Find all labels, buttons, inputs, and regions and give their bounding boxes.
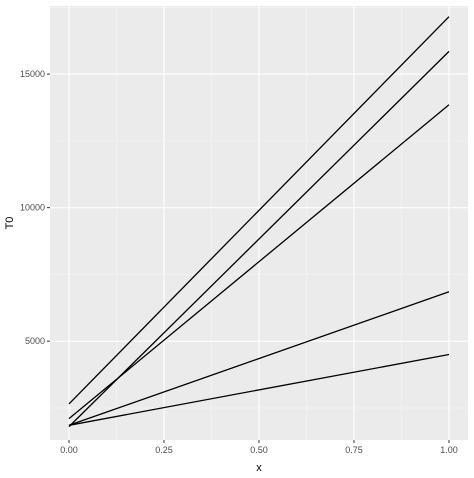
x-tick-label-0: 0.00 [60,445,78,455]
y-axis: 5000 10000 15000 [20,69,45,346]
series-line-5 [68,353,450,426]
x-tick-label-3: 0.75 [345,445,363,455]
x-tick-label-1: 0.25 [155,445,173,455]
y-tick-label-0: 5000 [25,336,45,346]
y-tick-label-2: 15000 [20,69,45,79]
series-line-1 [68,16,450,405]
y-tick-label-1: 10000 [20,203,45,213]
series-line-3 [68,104,450,420]
major-grid [50,6,468,440]
series-lines [68,16,450,428]
y-axis-title: T0 [4,217,16,230]
series-line-2 [68,50,450,428]
x-tick-label-4: 1.00 [440,445,458,455]
x-tick-label-2: 0.50 [250,445,268,455]
x-axis: 0.00 0.25 0.50 0.75 1.00 [60,445,458,455]
x-axis-title: x [256,462,262,474]
series-line-4 [68,291,450,426]
